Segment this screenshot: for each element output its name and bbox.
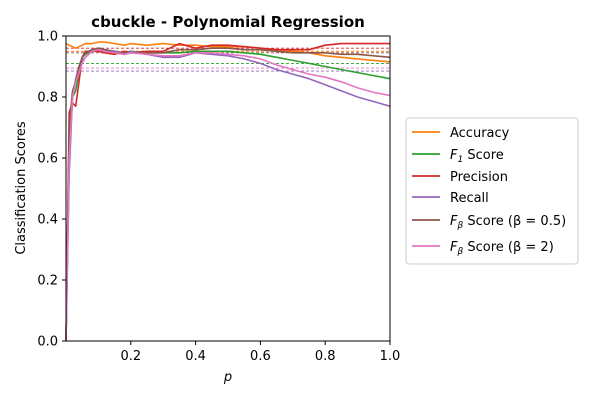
legend-label-2: Precision (450, 170, 508, 185)
legend-label-1: F1 Score (450, 148, 504, 165)
y-tick-label: 0.2 (37, 274, 58, 289)
y-tick-label: 0.8 (37, 91, 58, 106)
legend-label-0: Accuracy (450, 126, 510, 141)
x-tick-label: 1.0 (380, 349, 401, 364)
y-tick-label: 0.6 (37, 152, 58, 167)
legend-label-4: Fβ Score (β = 0.5) (450, 214, 566, 231)
plot-area (65, 41, 391, 342)
x-tick-label: 0.6 (250, 349, 271, 364)
series-line-1 (65, 47, 391, 342)
legend-label-3: Recall (450, 191, 489, 206)
x-axis-label: p (223, 370, 232, 385)
plot-frame (65, 35, 391, 342)
chart-title: cbuckle - Polynomial Regression (91, 13, 365, 31)
x-tick-label: 0.4 (185, 349, 206, 364)
series-line-0 (65, 41, 391, 63)
y-tick-label: 0.4 (37, 213, 58, 228)
legend: Accuracy F1 Score Precision Recall Fβ Score … (405, 117, 579, 265)
x-axis: 0.2 0.4 0.6 0.8 1.0 (120, 341, 400, 364)
series-line-4 (65, 47, 391, 342)
series-line-3 (65, 47, 391, 342)
series-line-2 (65, 42, 390, 342)
x-tick-label: 0.8 (315, 349, 336, 364)
legend-label-5: Fβ Score (β = 2) (450, 240, 554, 257)
y-tick-label: 1.0 (37, 30, 58, 45)
y-tick-label: 0.0 (37, 335, 58, 350)
series-line-5 (65, 48, 391, 342)
y-axis-label: Classification Scores (14, 121, 29, 255)
y-axis: 0.0 0.2 0.4 0.6 0.8 1.0 (37, 30, 66, 350)
legend-frame (405, 117, 579, 265)
x-tick-label: 0.2 (120, 349, 141, 364)
